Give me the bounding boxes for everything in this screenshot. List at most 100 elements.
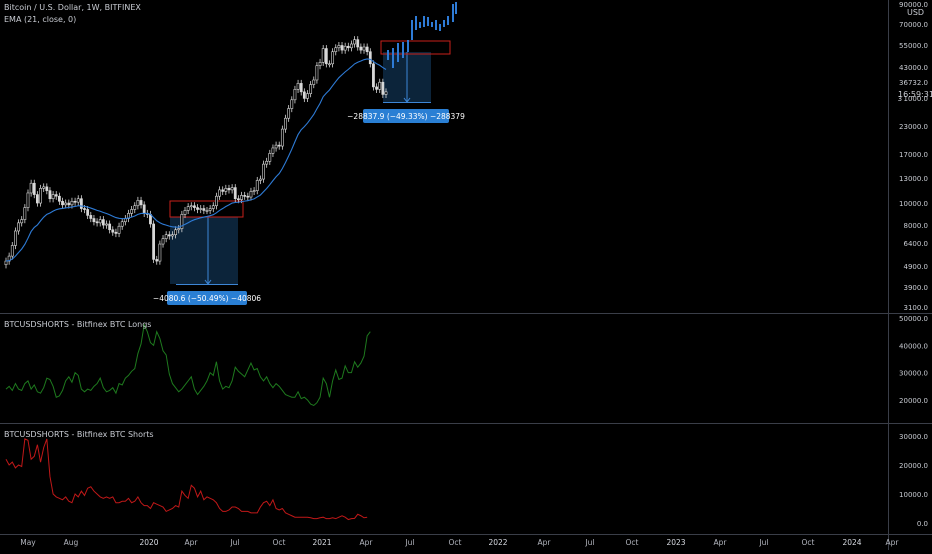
- candle: [346, 45, 350, 49]
- longs-axis-tick: 30000.0: [899, 370, 928, 378]
- candle: [76, 198, 80, 203]
- candle: [98, 219, 102, 224]
- candle: [105, 223, 108, 226]
- candle: [350, 43, 353, 49]
- shorts-axis-tick: 20000.0: [899, 462, 928, 470]
- longs-axis-tick: 20000.0: [899, 397, 928, 405]
- candle: [57, 195, 61, 202]
- shorts-pane-title: BTCUSDSHORTS - Bitfinex BTC Shorts: [4, 430, 154, 439]
- candle: [70, 200, 74, 206]
- candle: [189, 205, 193, 208]
- price-axis-tick: 3900.0: [904, 284, 929, 292]
- candle: [202, 208, 206, 211]
- longs-pane-title: BTCUSDSHORTS - Bitfinex BTC Longs: [4, 320, 152, 329]
- candle: [139, 200, 143, 206]
- candle: [368, 51, 372, 65]
- candle: [312, 79, 316, 85]
- candle: [258, 178, 262, 181]
- price-axis-tick: 10000.0: [899, 200, 928, 208]
- candle: [101, 219, 105, 226]
- candle: [277, 144, 281, 147]
- candle: [196, 207, 199, 210]
- candle: [45, 186, 49, 191]
- candle: [215, 195, 218, 207]
- candle: [221, 189, 225, 192]
- longs-line: [5, 323, 371, 407]
- time-axis-label: Apr: [538, 538, 552, 547]
- price-axis-tick: 70000.0: [899, 21, 928, 29]
- candle: [51, 194, 55, 200]
- candle: [17, 222, 20, 232]
- price-axis-tick: 17000.0: [899, 151, 928, 159]
- price-axis-tick: 8000.0: [904, 222, 929, 230]
- candle: [334, 47, 338, 53]
- candle: [92, 218, 96, 223]
- candle: [284, 117, 287, 130]
- candle: [117, 225, 121, 234]
- candle: [337, 45, 341, 49]
- candle: [271, 147, 275, 154]
- ema-legend: EMA (21, close, 0): [4, 15, 77, 24]
- candle: [48, 190, 52, 200]
- candle: [343, 45, 347, 51]
- candle: [61, 200, 64, 206]
- shorts-axis-tick: 0.0: [917, 520, 928, 528]
- candle: [246, 195, 250, 198]
- candle: [86, 209, 90, 216]
- candle: [293, 89, 297, 101]
- time-axis-label: 2024: [842, 538, 861, 547]
- time-axis-label: Oct: [273, 538, 286, 547]
- price-axis-tick: 13000.0: [899, 175, 928, 183]
- candle: [10, 245, 14, 257]
- candle: [183, 210, 187, 215]
- time-axis-label: Aug: [64, 538, 79, 547]
- candle: [14, 230, 17, 246]
- time-axis-label: Jul: [229, 538, 239, 547]
- time-axis-label: Jul: [404, 538, 414, 547]
- shorts-axis-tick: 30000.0: [899, 433, 928, 441]
- candle: [302, 91, 306, 99]
- candle: [243, 195, 247, 197]
- time-axis-label: 2021: [312, 538, 331, 547]
- symbol-title: Bitcoin / U.S. Dollar, 1W, BITFINEX: [4, 3, 141, 12]
- price-axis-tick: 3 1000.0: [898, 95, 928, 103]
- candle: [199, 208, 203, 210]
- candle: [359, 46, 363, 51]
- candle: [296, 83, 300, 90]
- candle: [136, 200, 140, 207]
- candle: [299, 83, 303, 93]
- candle: [384, 91, 388, 95]
- candle: [54, 194, 58, 197]
- candle: [353, 39, 356, 45]
- candle: [227, 188, 231, 191]
- candle: [372, 63, 375, 88]
- candle: [249, 191, 253, 198]
- price-axis-tick: 6400.0: [904, 240, 929, 248]
- candle: [29, 182, 33, 194]
- countdown-label: 16:59:31: [898, 90, 932, 99]
- candle: [331, 51, 335, 65]
- measure-label-box: [363, 109, 449, 123]
- candle: [309, 84, 313, 94]
- time-axis-label: Apr: [714, 538, 728, 547]
- candle: [186, 206, 190, 211]
- candle: [356, 39, 360, 48]
- candle: [224, 188, 228, 192]
- ema-line: [5, 58, 387, 262]
- candle: [211, 205, 215, 209]
- shorts-line: [5, 438, 368, 521]
- candle: [378, 81, 382, 90]
- candle: [64, 202, 68, 206]
- candle: [230, 187, 234, 191]
- time-axis-label: May: [20, 538, 36, 547]
- time-axis-label: Jul: [758, 538, 768, 547]
- candle: [321, 48, 325, 63]
- longs-axis-tick: 50000.0: [899, 315, 928, 323]
- candle: [114, 231, 118, 234]
- candle: [280, 128, 284, 147]
- candle: [161, 238, 165, 245]
- time-axis-label: Oct: [449, 538, 462, 547]
- candle: [318, 62, 322, 66]
